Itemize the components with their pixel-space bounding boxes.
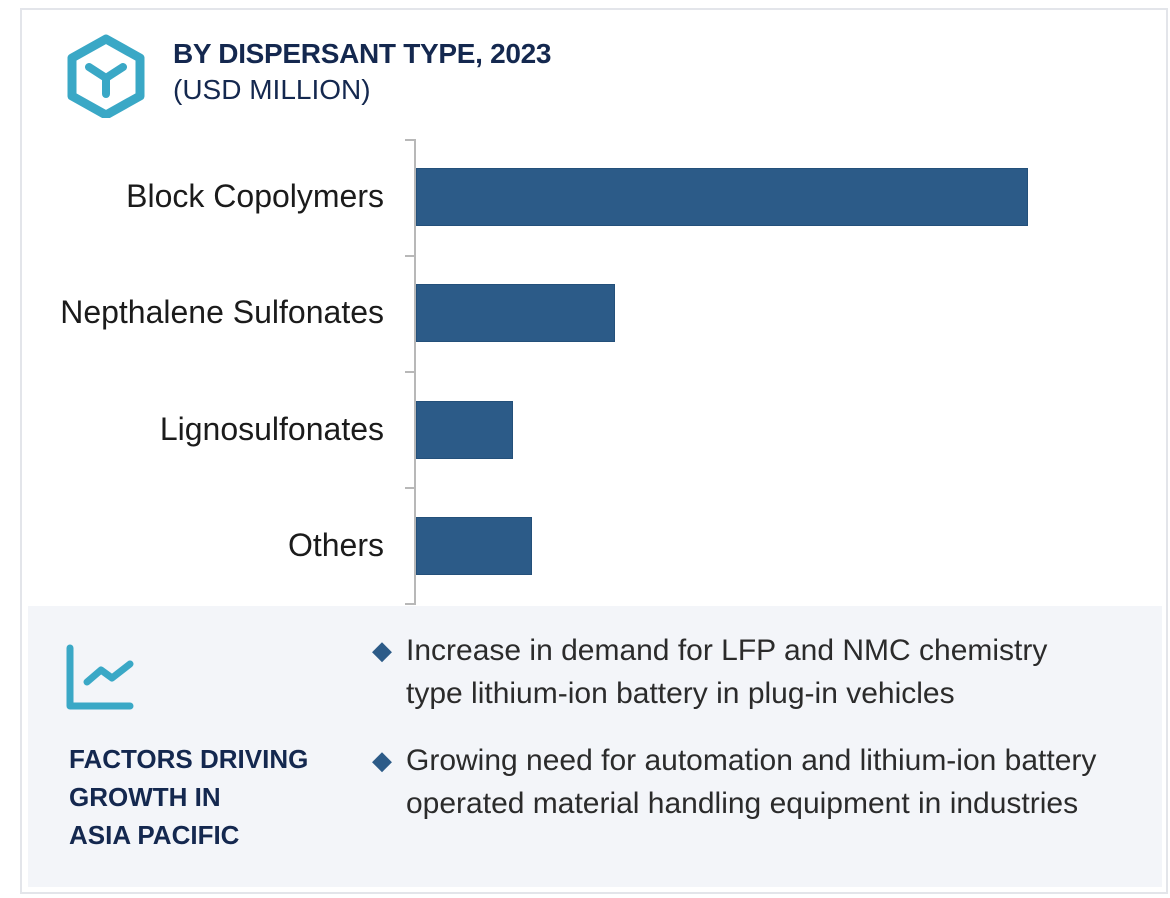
category-label: Nepthalene Sulfonates	[60, 294, 384, 330]
factor-bullet: ◆ Growing need for automation and lithiu…	[372, 739, 1102, 825]
axis-tick	[405, 255, 416, 257]
factor-bullet: ◆ Increase in demand for LFP and NMC che…	[372, 629, 1102, 715]
factors-title-line: GROWTH IN	[69, 782, 221, 812]
bar	[416, 168, 1028, 226]
diamond-bullet-icon: ◆	[372, 745, 392, 775]
category-label: Block Copolymers	[126, 178, 384, 214]
factors-panel	[28, 606, 1162, 887]
factor-text: Growing need for automation and lithium-…	[406, 744, 1097, 820]
category-label: Lignosulfonates	[159, 411, 384, 447]
category-label: Others	[287, 527, 384, 563]
axis-tick	[405, 371, 416, 373]
axis-tick	[405, 603, 416, 605]
factors-title-line: ASIA PACIFIC	[69, 820, 240, 850]
trend-chart-icon	[66, 644, 134, 710]
bar	[416, 401, 513, 459]
chart-subtitle: (USD MILLION)	[173, 74, 371, 105]
bar	[416, 284, 615, 342]
diamond-bullet-icon: ◆	[372, 635, 392, 665]
axis-tick	[405, 487, 416, 489]
chart-title: BY DISPERSANT TYPE, 2023	[173, 38, 552, 69]
axis-tick	[405, 139, 416, 141]
hexagon-y-icon	[67, 34, 145, 118]
factors-title-line: FACTORS DRIVING	[69, 744, 309, 774]
factor-text: Increase in demand for LFP and NMC chemi…	[406, 634, 1048, 710]
factors-title: FACTORS DRIVING GROWTH IN ASIA PACIFIC	[69, 740, 308, 854]
bar	[416, 517, 532, 575]
